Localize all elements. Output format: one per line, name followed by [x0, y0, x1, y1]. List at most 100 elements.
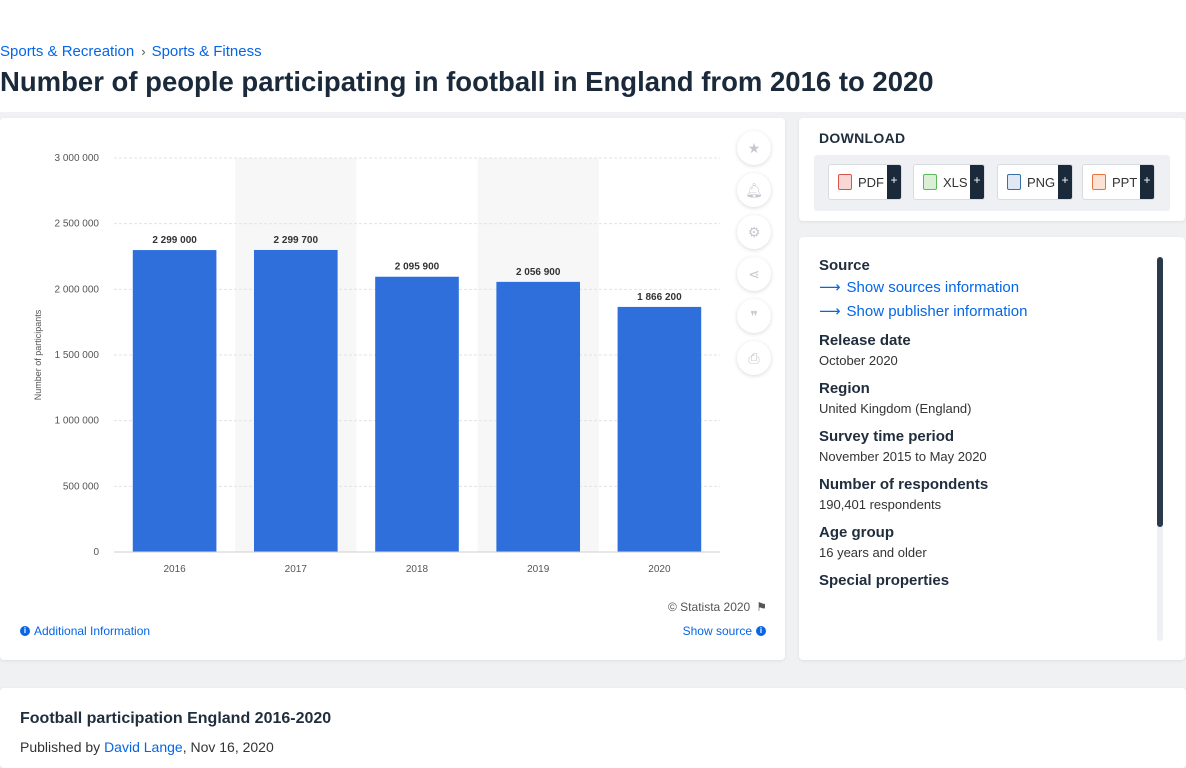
notify-button[interactable]: 🔔︎: [737, 173, 771, 207]
show-sources-link[interactable]: ⟶ Show sources information: [819, 278, 1149, 297]
download-xls-label: XLS: [943, 174, 968, 190]
survey-period-section: Survey time period November 2015 to May …: [819, 428, 1149, 464]
xls-file-icon: [923, 174, 937, 190]
png-file-icon: [1007, 174, 1021, 190]
arrow-right-icon: ⟶: [819, 279, 841, 296]
bar-chart: 0 500 000 1 000 000 1 500 000 2 000 000 2 500…: [33, 153, 720, 575]
download-ppt-plus: +: [1140, 165, 1154, 199]
age-group-value: 16 years and older: [819, 545, 927, 560]
data-label: 1 866 200: [637, 292, 682, 303]
data-label: 2 056 900: [516, 267, 561, 278]
details-scrollbar[interactable]: [1157, 257, 1163, 641]
y-tick-label: 3 000 000: [55, 153, 100, 164]
y-tick-label: 2 500 000: [55, 219, 100, 230]
age-group-section: Age group 16 years and older: [819, 524, 1149, 560]
info-icon: i: [756, 626, 766, 636]
additional-information-link[interactable]: i Additional Information: [20, 624, 150, 638]
bar: [375, 276, 459, 552]
x-tick-label: 2018: [406, 564, 429, 575]
breadcrumb: Sports & Recreation › Sports & Fitness: [0, 43, 262, 60]
share-icon: ⋖: [748, 265, 760, 282]
download-card: DOWNLOAD PDF + XLS + PNG + PPT +: [799, 118, 1185, 221]
favorite-button[interactable]: ★: [737, 131, 771, 165]
download-png-button[interactable]: PNG +: [997, 164, 1073, 200]
download-ppt-button[interactable]: PPT +: [1082, 164, 1155, 200]
bar: [253, 249, 338, 553]
show-source-link[interactable]: Show source i: [683, 624, 766, 638]
bar: [132, 250, 217, 552]
show-publisher-link[interactable]: ⟶ Show publisher information: [819, 302, 1149, 321]
info-icon: i: [20, 626, 30, 636]
bell-icon: 🔔︎: [745, 181, 763, 198]
statistic-title: Football participation England 2016-2020: [20, 710, 332, 727]
data-label: 2 299 000: [152, 235, 197, 246]
chart-toolbar: ★ 🔔︎ ⚙ ⋖ ❞ ⎙: [737, 131, 771, 383]
respondents-heading: Number of respondents: [819, 476, 989, 493]
page-title: Number of people participating in footba…: [0, 66, 934, 97]
survey-period-heading: Survey time period: [819, 428, 955, 445]
scrollbar-thumb[interactable]: [1157, 257, 1163, 527]
show-source-label: Show source: [682, 624, 752, 638]
show-sources-label: Show sources information: [846, 278, 1020, 296]
statistic-details-card: Source ⟶ Show sources information ⟶ Show…: [799, 237, 1185, 660]
download-xls-plus: +: [970, 165, 984, 199]
data-label: 2 299 700: [274, 235, 319, 246]
download-ppt-label: PPT: [1112, 174, 1138, 190]
chart-card: 0 500 000 1 000 000 1 500 000 2 000 000 2 500…: [0, 118, 785, 660]
pdf-file-icon: [838, 174, 852, 190]
release-date-heading: Release date: [819, 332, 911, 349]
ppt-file-icon: [1092, 174, 1106, 190]
x-tick-label: 2017: [285, 564, 308, 575]
download-xls-button[interactable]: XLS +: [913, 164, 985, 200]
data-label: 2 095 900: [395, 262, 440, 273]
respondents-value: 190,401 respondents: [819, 497, 942, 512]
source-section: Source ⟶ Show sources information ⟶ Show…: [819, 257, 1149, 320]
flag-icon[interactable]: ⚑: [756, 600, 767, 614]
x-tick-label: 2020: [648, 564, 671, 575]
release-date-value: October 2020: [819, 353, 898, 368]
region-heading: Region: [819, 380, 870, 397]
bar: [496, 281, 581, 552]
arrow-right-icon: ⟶: [819, 303, 841, 320]
copyright-text: © Statista 2020: [668, 600, 751, 614]
source-heading: Source: [819, 257, 870, 274]
bar: [617, 306, 702, 552]
download-png-plus: +: [1058, 165, 1072, 199]
show-publisher-label: Show publisher information: [846, 302, 1028, 320]
author-link[interactable]: David Lange: [104, 739, 183, 755]
survey-period-value: November 2015 to May 2020: [819, 449, 987, 464]
y-axis-title: Number of participants: [33, 309, 43, 400]
breadcrumb-item-sports-fitness[interactable]: Sports & Fitness: [151, 43, 262, 60]
download-pdf-plus: +: [887, 165, 901, 199]
download-options: PDF + XLS + PNG + PPT +: [814, 155, 1170, 211]
share-button[interactable]: ⋖: [737, 257, 771, 291]
region-value: United Kingdom (England): [819, 401, 972, 416]
download-pdf-button[interactable]: PDF +: [828, 164, 902, 200]
y-tick-label: 2 000 000: [55, 284, 100, 295]
y-tick-label: 500 000: [63, 481, 100, 492]
breadcrumb-item-sports-recreation[interactable]: Sports & Recreation: [0, 43, 135, 60]
published-by: Published by David Lange, Nov 16, 2020: [20, 739, 274, 755]
gear-icon: ⚙: [747, 223, 761, 240]
download-pdf-label: PDF: [858, 174, 884, 190]
y-tick-label: 1 500 000: [55, 350, 100, 361]
cite-button[interactable]: ❞: [737, 299, 771, 333]
x-tick-label: 2016: [163, 564, 186, 575]
statistic-footer: Football participation England 2016-2020…: [0, 688, 1186, 768]
top-band: [0, 0, 1186, 112]
special-properties-heading: Special properties: [819, 572, 950, 589]
details-list: Source ⟶ Show sources information ⟶ Show…: [819, 257, 1149, 601]
breadcrumb-separator: ›: [141, 44, 146, 59]
published-by-label: Published by: [20, 739, 105, 755]
copyright: © Statista 2020 ⚑: [668, 600, 767, 614]
additional-information-label: Additional Information: [34, 624, 151, 638]
print-icon: ⎙: [748, 349, 760, 366]
region-section: Region United Kingdom (England): [819, 380, 1149, 416]
age-group-heading: Age group: [819, 524, 894, 541]
x-tick-label: 2019: [527, 564, 550, 575]
settings-button[interactable]: ⚙: [737, 215, 771, 249]
special-properties-section: Special properties: [819, 572, 1149, 589]
star-icon: ★: [747, 139, 761, 156]
print-button[interactable]: ⎙: [737, 341, 771, 375]
download-title: DOWNLOAD: [819, 130, 906, 146]
